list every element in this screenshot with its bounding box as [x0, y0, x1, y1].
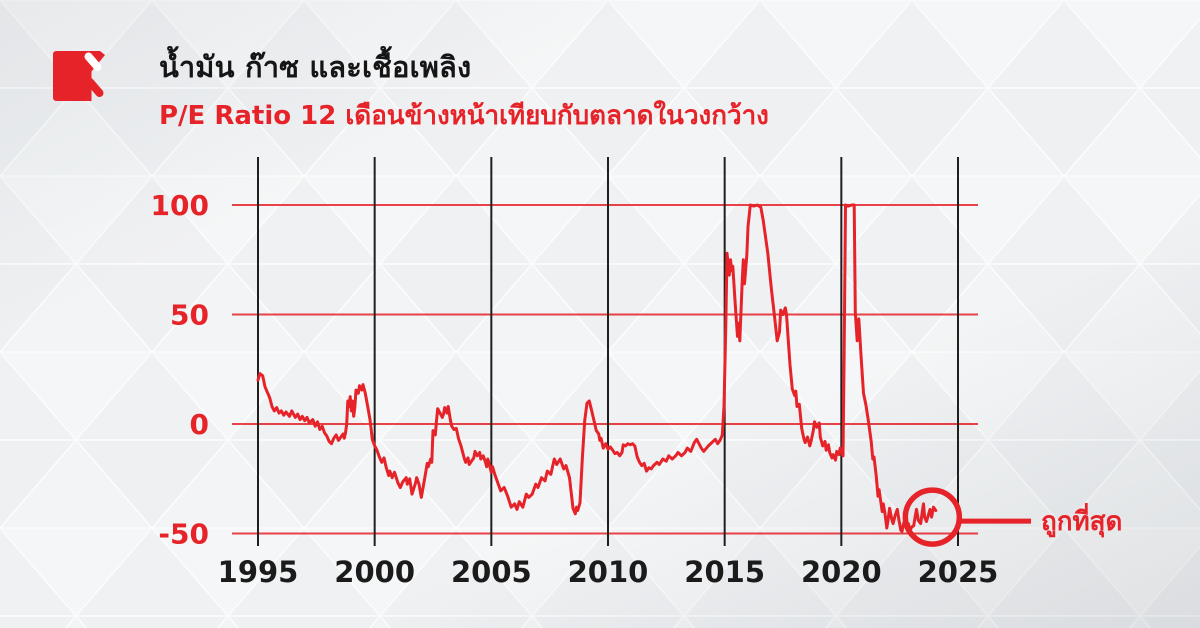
annotation-label: ถูกที่สุด [1041, 502, 1122, 538]
horizontal-gridlines [232, 204, 978, 535]
x-tick-label: 2000 [334, 555, 415, 589]
brand-logo [53, 51, 106, 101]
x-tick-label: 2010 [568, 555, 649, 589]
logo-red-slash [86, 78, 104, 97]
cheapest-annotation: ถูกที่สุด [902, 487, 1122, 547]
y-tick-label: -50 [158, 518, 209, 551]
x-tick-label: 2025 [918, 555, 999, 589]
x-tick-label: 2005 [451, 555, 532, 589]
page-title: น้ำมัน ก๊าซ และเชื้อเพลิง [159, 50, 472, 84]
pe-ratio-series-line [256, 203, 938, 533]
x-tick-label: 2015 [684, 555, 765, 589]
y-tick-label: 50 [170, 299, 209, 332]
page-subtitle: P/E Ratio 12 เดือนข้างหน้าเทียบกับตลาดใน… [159, 101, 769, 131]
y-axis-labels: 100 50 0 -50 [151, 189, 209, 551]
logo-white-slash [84, 52, 102, 71]
highlight-circle-icon [902, 487, 963, 547]
brand-logo-icon [53, 51, 105, 101]
y-tick-label: 0 [190, 408, 209, 441]
x-tick-label: 2020 [801, 555, 882, 589]
y-tick-label: 100 [151, 189, 209, 222]
x-tick-label: 1995 [218, 555, 299, 589]
x-axis-labels: 1995 2000 2005 2010 2015 2020 2025 [218, 555, 999, 589]
